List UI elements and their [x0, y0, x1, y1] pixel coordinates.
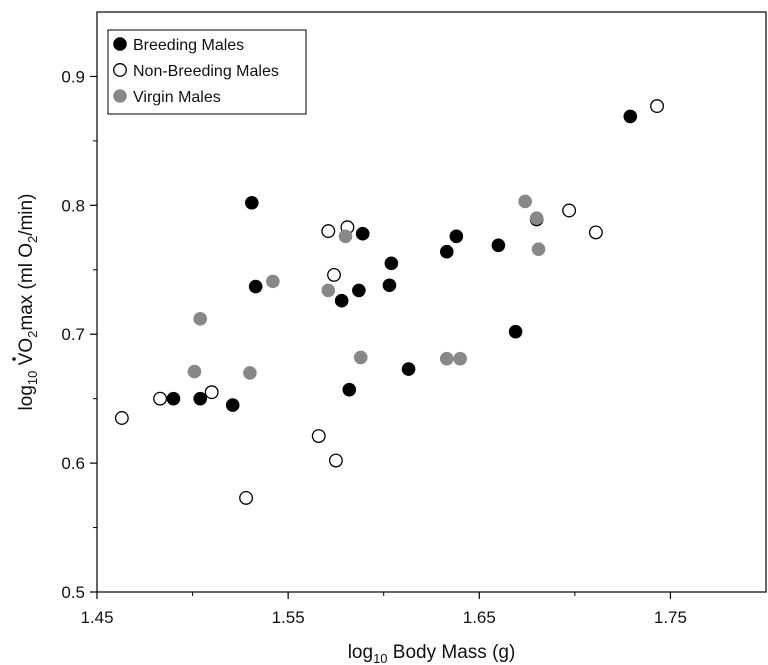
- point-virgin-males: [531, 242, 546, 256]
- point-non-breeding-males: [321, 224, 336, 239]
- point-breeding-males: [508, 324, 523, 339]
- point-non-breeding-males: [239, 490, 254, 505]
- point-breeding-males: [334, 293, 349, 308]
- point-virgin-males: [193, 311, 208, 326]
- point-non-breeding-males: [562, 203, 577, 218]
- point-non-breeding-males: [204, 385, 219, 400]
- point-non-breeding-males: [650, 99, 664, 114]
- legend-item-virgin-males: Virgin Males: [113, 89, 221, 106]
- point-virgin-males: [243, 366, 257, 380]
- x-axis: 1.45 1.55 1.65 1.75: [80, 592, 687, 627]
- point-virgin-males: [453, 351, 467, 366]
- data-points: [114, 99, 664, 505]
- legend-marker: [113, 89, 127, 103]
- y-axis: 0.5 0.6 0.7 0.8 0.9: [61, 67, 97, 602]
- point-virgin-males: [338, 229, 353, 244]
- point-breeding-males: [245, 195, 259, 210]
- x-tick-label: 1.75: [654, 608, 687, 627]
- legend-box: [107, 29, 307, 115]
- point-breeding-males: [384, 256, 399, 271]
- point-breeding-males: [491, 238, 506, 253]
- legend-item-breeding-males: Breeding Males: [113, 37, 244, 54]
- point-non-breeding-males: [311, 429, 326, 443]
- point-virgin-males: [187, 364, 202, 379]
- point-breeding-males: [382, 278, 397, 293]
- legend: Breeding Males Non-Breeding Males Virgin M…: [107, 29, 307, 115]
- y-axis-title: log10 VO2max (ml O2/min): [16, 194, 40, 411]
- point-non-breeding-males: [588, 225, 603, 240]
- y-tick-label: 0.7: [61, 325, 85, 344]
- point-virgin-males: [353, 350, 368, 365]
- series-breeding-males: [166, 109, 638, 412]
- point-virgin-males: [529, 211, 544, 226]
- point-virgin-males: [321, 283, 336, 298]
- point-breeding-males: [352, 283, 366, 298]
- point-non-breeding-males: [327, 267, 341, 282]
- point-non-breeding-males: [114, 411, 129, 425]
- legend-label: Virgin Males: [133, 89, 221, 106]
- y-tick-label: 0.6: [61, 454, 85, 473]
- x-tick-label: 1.45: [80, 608, 113, 627]
- x-tick-label: 1.55: [272, 608, 305, 627]
- point-virgin-males: [266, 274, 280, 289]
- plot-frame: [96, 11, 767, 593]
- plot-area: [96, 11, 767, 593]
- point-virgin-males: [518, 194, 532, 209]
- legend-marker: [113, 37, 127, 51]
- legend-label: Non-Breeding Males: [133, 63, 279, 80]
- x-tick-label: 1.65: [463, 608, 496, 627]
- series-non-breeding-males: [114, 99, 664, 505]
- legend-item-non-breeding-males: Non-Breeding Males: [113, 63, 279, 80]
- point-breeding-males: [166, 391, 181, 406]
- point-breeding-males: [623, 109, 638, 124]
- point-non-breeding-males: [153, 391, 168, 406]
- series-virgin-males: [187, 194, 546, 380]
- y-tick-label: 0.9: [61, 67, 85, 86]
- point-breeding-males: [449, 229, 464, 244]
- point-breeding-males: [355, 226, 370, 241]
- point-virgin-males: [439, 351, 454, 366]
- legend-label: Breeding Males: [133, 37, 244, 54]
- point-non-breeding-males: [328, 453, 343, 468]
- point-breeding-males: [248, 279, 263, 294]
- point-breeding-males: [439, 244, 454, 259]
- legend-marker: [113, 63, 127, 77]
- v-dot: [12, 357, 16, 361]
- point-breeding-males: [342, 382, 357, 397]
- y-tick-label: 0.8: [61, 196, 85, 215]
- point-breeding-males: [225, 398, 240, 412]
- x-axis-title: log10 Body Mass (g): [348, 642, 516, 665]
- point-breeding-males: [193, 391, 208, 406]
- point-breeding-males: [401, 362, 416, 376]
- y-tick-label: 0.5: [61, 583, 85, 602]
